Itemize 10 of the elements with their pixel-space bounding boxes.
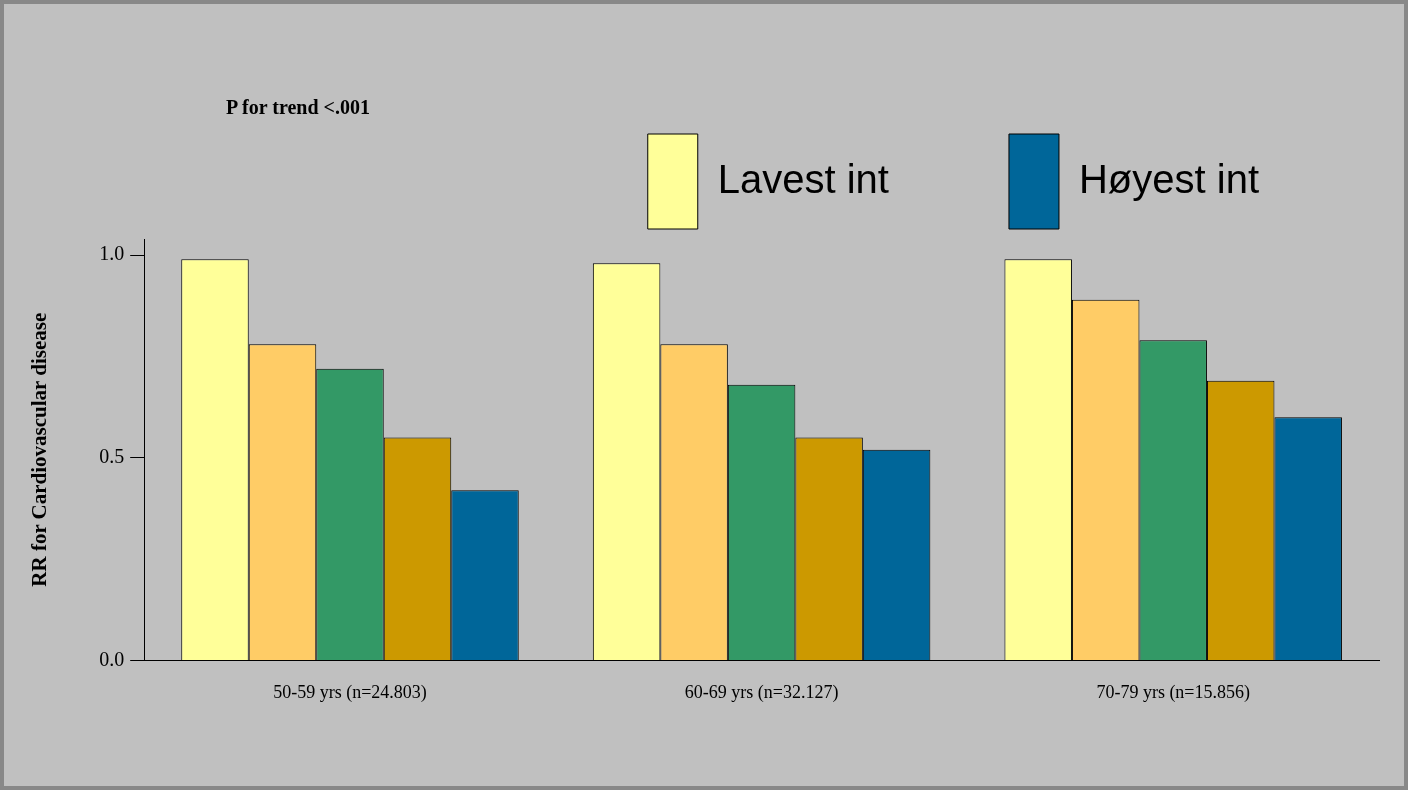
y-tick-label: 1.0 [99, 242, 125, 265]
legend-label: Høyest int [1078, 156, 1260, 201]
y-tick-label: 0.0 [99, 647, 125, 670]
legend-label: Lavest int [717, 156, 889, 201]
y-tick-label: 0.5 [99, 445, 125, 468]
x-tick-label: 50-59 yrs (n=24.803) [273, 681, 427, 703]
x-tick-label: 60-69 yrs (n=32.127) [684, 681, 839, 703]
text: P for trend <.001 [226, 96, 370, 119]
y-axis-title: RR for Cardiovascular disease [27, 312, 52, 587]
x-tick-label: 70-79 yrs (n=15.856) [1096, 681, 1251, 703]
